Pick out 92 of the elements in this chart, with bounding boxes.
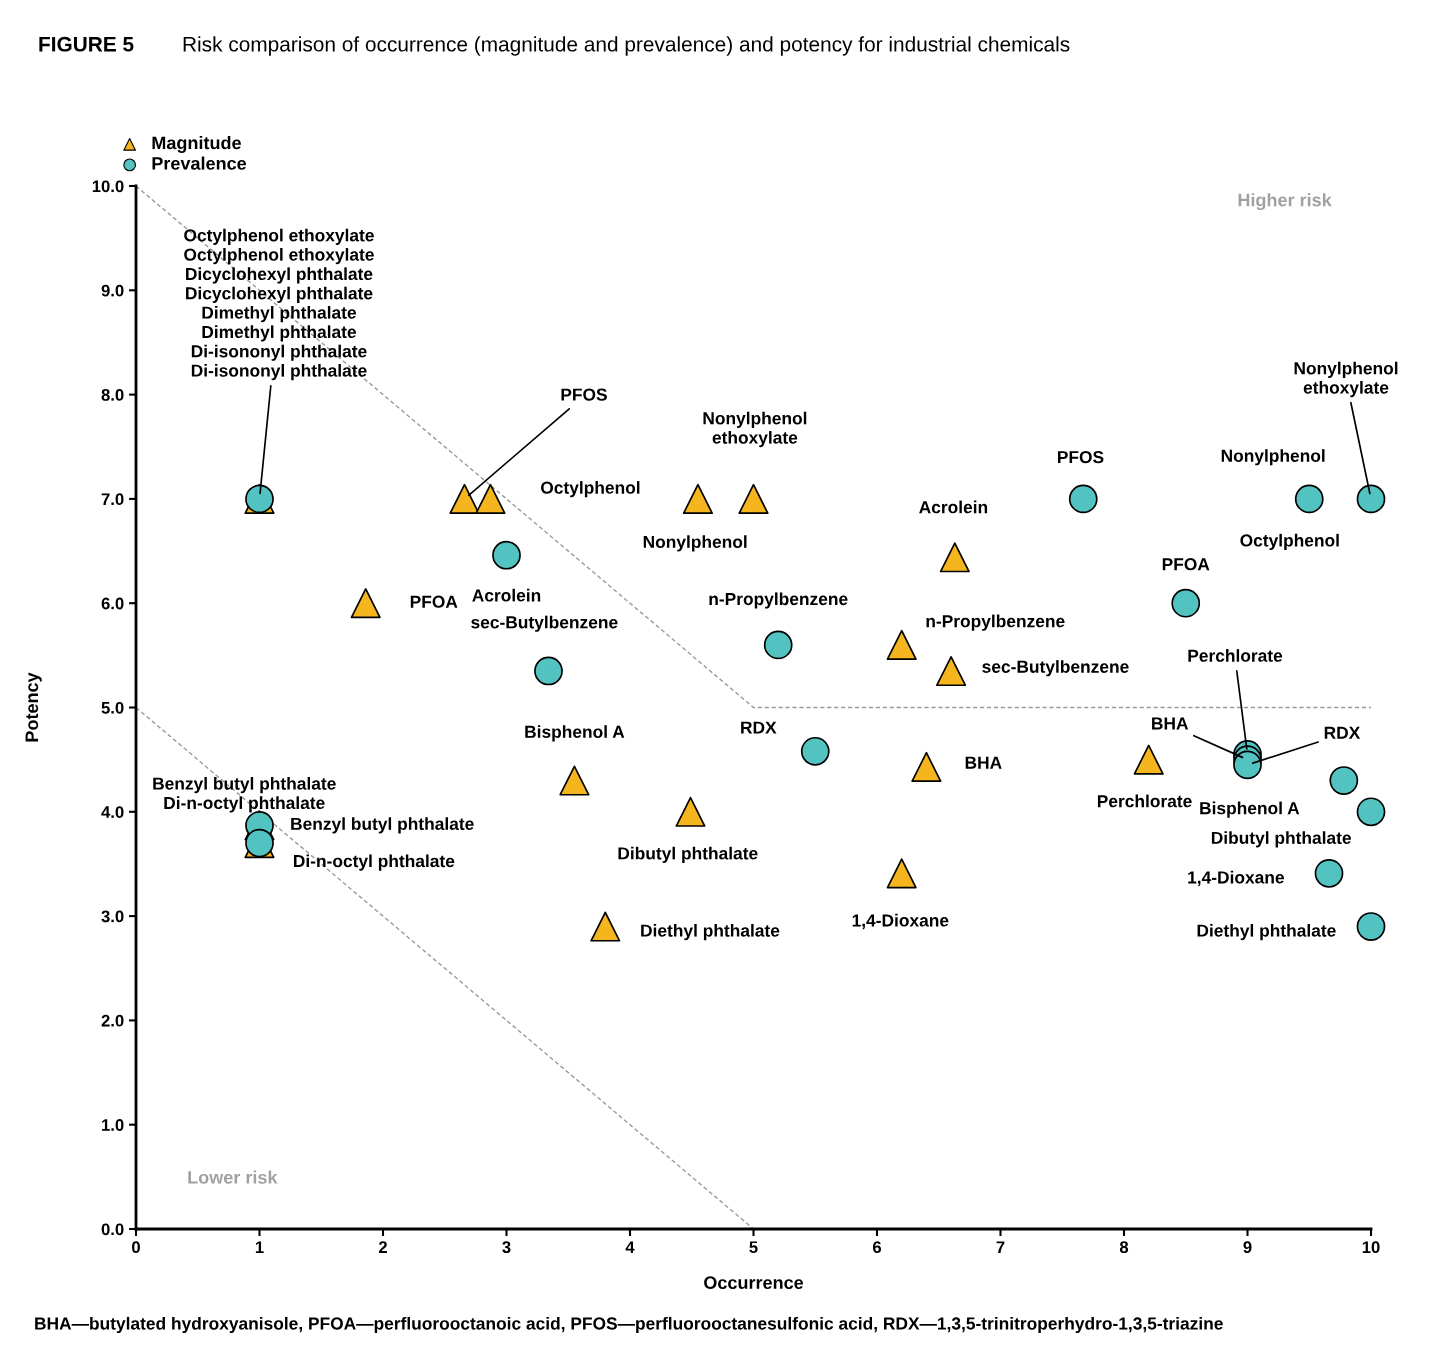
annotation: 1,4-Dioxane	[1188, 870, 1284, 887]
point	[1233, 750, 1262, 780]
annotation: Lower risk	[188, 1170, 278, 1184]
annotation: BHA	[965, 756, 1002, 769]
point	[936, 655, 967, 687]
annotation: Bisphenol A	[1200, 801, 1300, 818]
y-tick-label: 1.0	[102, 1119, 124, 1131]
annotation: PFOS	[561, 388, 607, 401]
point	[911, 751, 942, 783]
point	[559, 765, 590, 796]
annotation: n-Propylbenzene	[926, 614, 1065, 631]
x-tick-label: 9	[1243, 1241, 1252, 1254]
annotation: Octylphenol ethoxylate Octylphenol ethoxylate Dicyclohexyl phthalate Dicyclohexyl phthalate Dimethyl phthalate Dimethyl phthalate Di-isononyl phthalate Di-isononyl phthalate	[184, 228, 374, 381]
annotation: Acrolein	[919, 500, 988, 514]
y-tick-label: 0.0	[101, 1223, 124, 1236]
point	[1329, 766, 1359, 795]
annotation: Dibutyl phthalate	[1211, 831, 1351, 848]
chart-subtitle: Risk comparison of occurrence (magnitude and prevalence) and potency for industrial chemicals	[183, 36, 1070, 56]
point	[350, 588, 381, 619]
x-tick-label: 8	[1119, 1241, 1129, 1254]
annotation: Acrolein	[472, 588, 541, 602]
annotation: Benzyl butyl phthalate Di-n-octyl phthalate	[153, 777, 336, 813]
x-axis-title: Occurrence	[704, 1276, 804, 1290]
y-tick-label: 4.0	[101, 806, 124, 818]
point	[1068, 484, 1098, 514]
point	[1356, 912, 1386, 941]
annotation: sec-Butylbenzene	[471, 615, 618, 632]
point	[886, 858, 917, 889]
y-tick-label: 10.0	[92, 180, 124, 193]
annotation: Diethyl phthalate	[641, 923, 780, 941]
x-tick-label: 6	[872, 1241, 882, 1254]
annotation: RDX	[1324, 726, 1361, 739]
y-tick-label: 5.0	[101, 701, 124, 714]
y-tick-label: 2.0	[101, 1014, 124, 1027]
point	[1171, 588, 1201, 618]
annotation: Nonylphenol ethoxylate	[1294, 361, 1398, 398]
y-tick-label: 3.0	[101, 910, 124, 923]
y-tick-label: 7.0	[101, 493, 124, 506]
annotation: Nonylphenol ethoxylate	[703, 411, 807, 448]
y-tick-label: 9.0	[101, 284, 124, 297]
y-tick-label: 6.0	[101, 597, 124, 610]
x-tick-label: 3	[502, 1241, 511, 1254]
annotation: PFOA	[410, 595, 458, 608]
chart-title: FIGURE 5	[39, 36, 134, 52]
x-tick-label: 10	[1362, 1241, 1380, 1254]
x-tick-label: 5	[749, 1241, 758, 1254]
point	[449, 483, 480, 514]
annotation: PFOS	[1057, 450, 1104, 464]
annotation: Benzyl butyl phthalate	[291, 817, 474, 834]
annotation: Octylphenol	[541, 481, 640, 498]
y-tick-label: 8.0	[101, 389, 124, 401]
point	[1356, 484, 1386, 514]
annotation: Di-n-octyl phthalate	[293, 854, 455, 871]
point	[675, 796, 706, 827]
point	[475, 483, 506, 514]
annotation: Dibutyl phthalate	[618, 846, 758, 863]
annotation: Nonylphenol	[1221, 449, 1325, 466]
x-tick-label: 4	[625, 1241, 635, 1253]
point	[534, 656, 563, 686]
annotation: RDX	[741, 721, 777, 734]
point	[590, 911, 621, 942]
annotation: BHA	[1152, 717, 1189, 730]
point	[1356, 797, 1386, 827]
annotation: sec-Butylbenzene	[982, 660, 1129, 677]
point	[1133, 744, 1164, 775]
point	[738, 483, 769, 514]
legend-label: Prevalence	[152, 156, 247, 170]
annotation: Nonylphenol	[643, 535, 747, 552]
x-tick-label: 1	[255, 1241, 264, 1253]
annotation: Perchlorate	[1097, 794, 1192, 808]
annotation: Higher risk	[1238, 193, 1332, 211]
annotation: PFOA	[1162, 558, 1210, 571]
point	[939, 542, 970, 573]
point	[1294, 484, 1324, 514]
annotation: Diethyl phthalate	[1197, 923, 1336, 941]
annotation: 1,4-Dioxane	[852, 913, 949, 930]
point	[800, 736, 830, 766]
text: BHA—butylated hydroxyanisole, PFOA—perfluorooctanoic acid, PFOS—perfluorooctanesulfonic acid, RDX—1,3,5-trinitroperhydro-1,3,5-triazine	[35, 1316, 1223, 1334]
x-tick-label: 7	[996, 1241, 1005, 1253]
legend-label: Magnitude	[152, 136, 241, 153]
point	[1314, 858, 1344, 888]
point	[886, 629, 917, 660]
point	[763, 630, 793, 660]
y-axis-title: Potency	[25, 672, 42, 742]
x-tick-label: 2	[378, 1241, 387, 1253]
annotation: n-Propylbenzene	[709, 592, 848, 609]
annotation: Perchlorate	[1188, 649, 1283, 662]
annotation: Bisphenol A	[525, 725, 625, 742]
annotation: Octylphenol	[1240, 533, 1339, 551]
point	[492, 540, 521, 570]
point	[682, 483, 713, 514]
x-tick-label: 0	[132, 1241, 140, 1254]
